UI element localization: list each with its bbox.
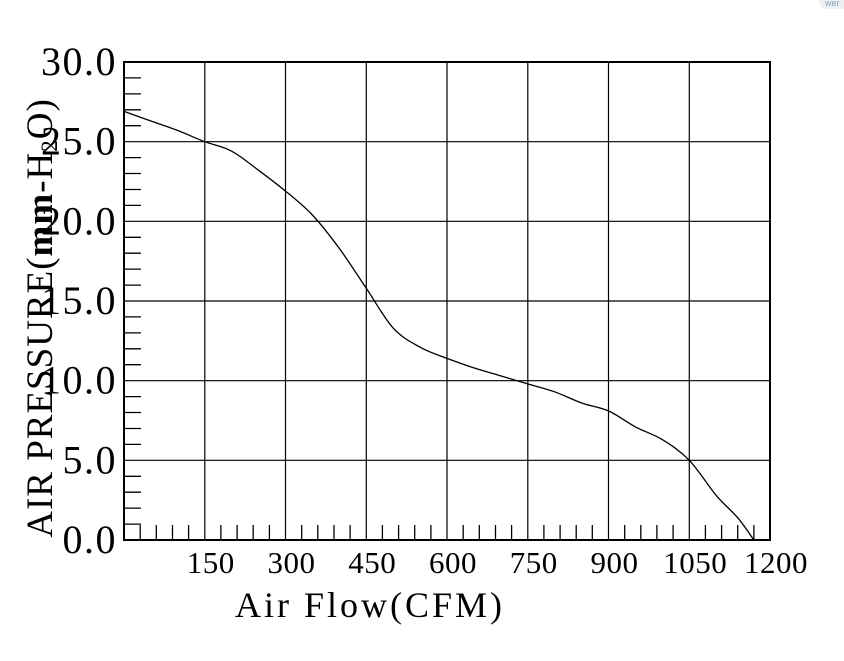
y-tick-label: 20.0 — [41, 198, 117, 243]
browser-artifact-pill: wer — [819, 0, 844, 9]
x-tick-label: 1200 — [744, 545, 808, 580]
pressure-flow-curve — [123, 110, 755, 541]
y-tick-label: 15.0 — [41, 278, 117, 323]
y-axis-title-subscript: 2 — [36, 139, 62, 152]
x-tick-label: 1050 — [663, 545, 727, 580]
y-axis-title-end: O) — [20, 98, 62, 140]
x-tick-label: 150 — [187, 545, 235, 580]
x-tick-label: 600 — [429, 545, 477, 580]
y-tick-label: 25.0 — [41, 119, 117, 164]
x-tick-label: 300 — [268, 545, 316, 580]
y-tick-label: 10.0 — [41, 358, 117, 403]
x-tick-label: 750 — [510, 545, 558, 580]
y-axis-title-h: -H — [20, 151, 62, 193]
plot-frame — [123, 61, 771, 541]
x-tick-labels: 150 300 450 600 750 900 1050 1200 — [187, 545, 808, 580]
x-tick-label: 900 — [591, 545, 639, 580]
y-axis-title-mm: mm — [20, 192, 62, 257]
x-axis-title: Air Flow(CFM) — [234, 585, 506, 625]
y-axis-title-text: AIR PRESSURE( — [20, 256, 62, 538]
y-tick-label: 5.0 — [63, 437, 118, 482]
y-tick-labels: 30.0 25.0 20.0 15.0 10.0 5.0 0.0 — [41, 39, 118, 562]
x-tick-label: 450 — [348, 545, 396, 580]
y-tick-label: 0.0 — [63, 517, 118, 562]
browser-artifact-label: wer — [825, 0, 840, 8]
y-axis-title: AIR PRESSURE(mm-H2O) — [19, 98, 63, 538]
minor-ticks — [124, 77, 755, 540]
y-tick-label: 30.0 — [41, 39, 117, 84]
gridlines — [124, 62, 770, 540]
